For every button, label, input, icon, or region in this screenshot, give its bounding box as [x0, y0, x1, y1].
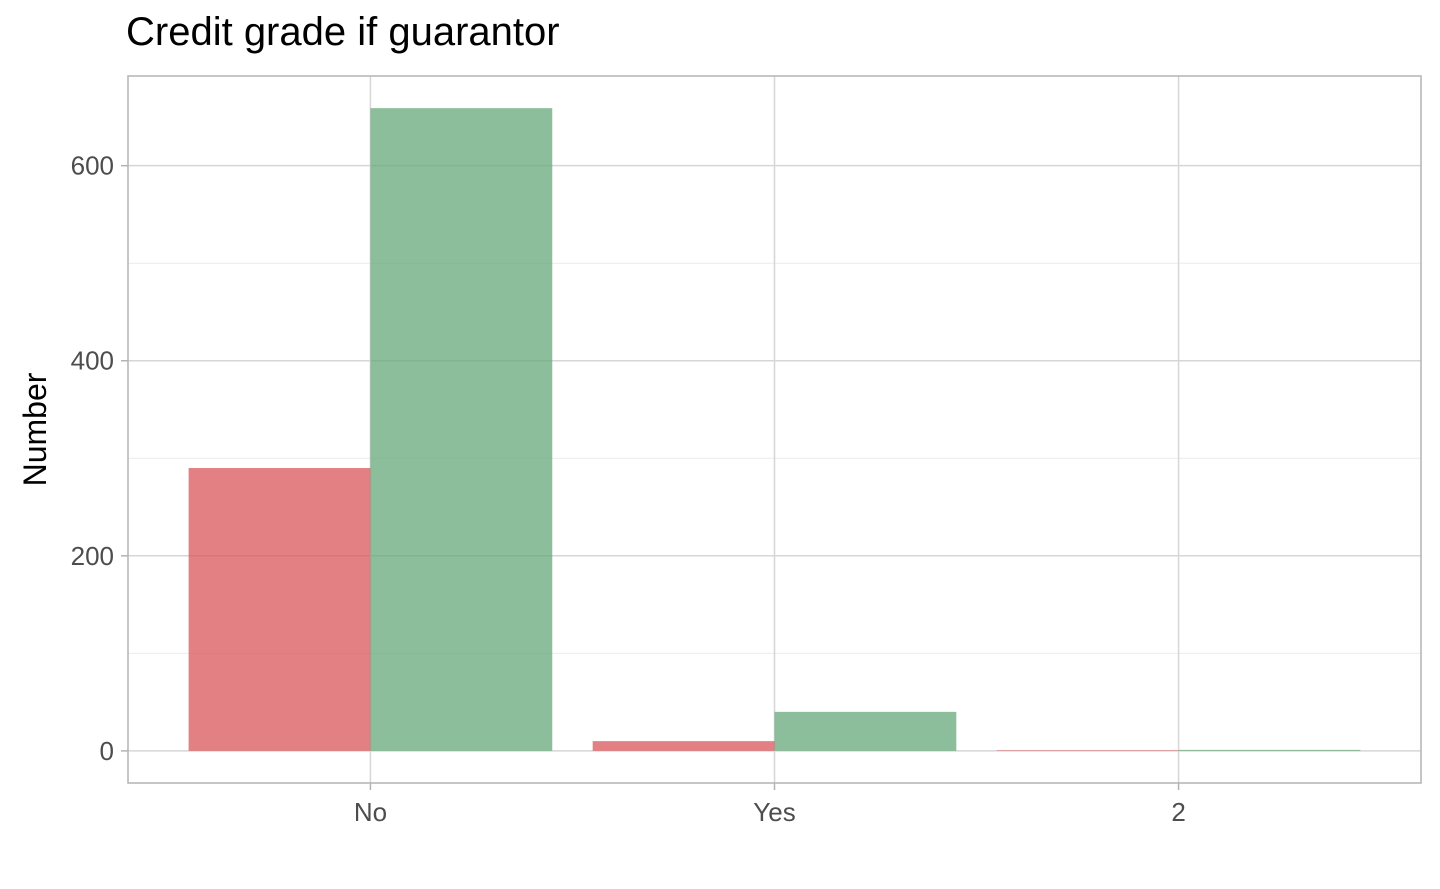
bar — [774, 711, 957, 751]
axes: 0 200 400 600 No Yes 2 — [71, 151, 1186, 827]
chart-title: Credit grade if guarantor — [126, 10, 560, 54]
y-tick-label: 200 — [71, 541, 114, 571]
x-tick-label: 2 — [1171, 797, 1185, 827]
bar — [370, 108, 553, 751]
bar — [188, 468, 371, 751]
bars — [188, 108, 1361, 751]
y-axis-title: Number — [17, 372, 53, 486]
y-tick-label: 600 — [71, 151, 114, 181]
bar — [1178, 749, 1361, 751]
x-tick-label: Yes — [753, 797, 795, 827]
y-tick-label: 0 — [100, 736, 114, 766]
y-tick-label: 400 — [71, 346, 114, 376]
x-tick-label: No — [354, 797, 387, 827]
bar — [996, 750, 1179, 751]
bar — [592, 741, 775, 751]
